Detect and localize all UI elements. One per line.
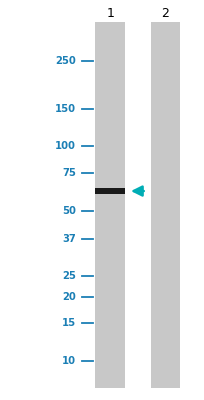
Bar xyxy=(95,188,124,194)
Text: 20: 20 xyxy=(62,292,75,302)
Text: 25: 25 xyxy=(62,271,75,281)
Text: 250: 250 xyxy=(55,56,75,66)
Text: 10: 10 xyxy=(62,356,75,366)
Text: 75: 75 xyxy=(62,168,75,178)
Bar xyxy=(95,22,124,388)
Text: 37: 37 xyxy=(62,234,75,244)
Text: 2: 2 xyxy=(161,7,169,20)
Text: 150: 150 xyxy=(55,104,75,114)
Text: 15: 15 xyxy=(61,318,75,328)
Text: 1: 1 xyxy=(106,7,114,20)
Bar xyxy=(150,22,180,388)
Text: 50: 50 xyxy=(62,206,75,216)
Text: 100: 100 xyxy=(55,142,75,152)
